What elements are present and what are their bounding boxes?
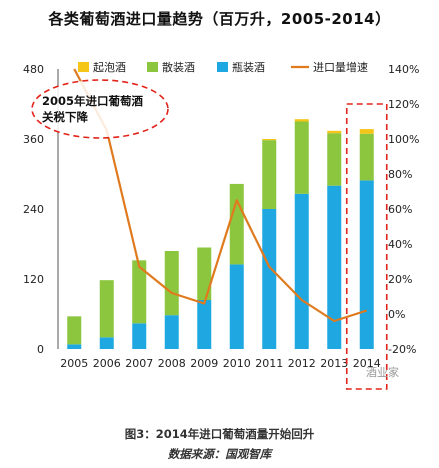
- y-right-tick-label: 20%: [388, 273, 412, 286]
- watermark: 酒业家: [366, 366, 399, 379]
- bar-sparkling-2014: [359, 129, 374, 134]
- legend-swatch: [147, 62, 158, 72]
- x-tick-label: 2014: [353, 357, 381, 370]
- highlight-2014-box: [345, 103, 388, 390]
- chart-title: 各类葡萄酒进口量趋势（百万升，2005-2014）: [48, 10, 391, 28]
- bar-bottled-2006: [99, 337, 114, 349]
- y-right-tick-label: 80%: [388, 168, 412, 181]
- y-right-tick-label: 120%: [388, 98, 419, 111]
- bar-bottled-2012: [294, 193, 309, 349]
- y-left-tick-label: 0: [37, 343, 44, 356]
- growth-rate-line: [73, 68, 368, 323]
- bar-bottled-2007: [132, 323, 147, 349]
- x-tick-label: 2013: [320, 357, 348, 370]
- bar-bottled-2011: [262, 209, 277, 349]
- bar-bottled-2014: [359, 180, 374, 349]
- y-right-tick-label: 40%: [388, 238, 412, 251]
- y-right-tick-label: -20%: [388, 343, 416, 356]
- x-tick-label: 2008: [158, 357, 186, 370]
- x-tick-label: 2005: [60, 357, 88, 370]
- bar-bulk-2011: [262, 140, 277, 209]
- y-left-tick-label: 240: [23, 203, 44, 216]
- annotation-text: 关税下降: [42, 110, 88, 124]
- legend-label: 瓶装酒: [232, 60, 265, 74]
- x-tick-label: 2009: [190, 357, 218, 370]
- legend-swatch: [78, 62, 89, 72]
- y-left-tick-label: 120: [23, 273, 44, 286]
- legend-label: 散装酒: [162, 60, 195, 74]
- y-right-tick-label: 60%: [388, 203, 412, 216]
- bar-bulk-2007: [132, 260, 147, 324]
- x-tick-label: 2006: [93, 357, 121, 370]
- bar-bulk-2012: [294, 121, 309, 194]
- legend-swatch: [217, 62, 228, 72]
- x-tick-label: 2012: [288, 357, 316, 370]
- figure-caption: 图3：2014年进口葡萄酒量开始回升: [124, 427, 315, 441]
- bar-bottled-2009: [197, 300, 212, 349]
- legend-label: 进口量增速: [313, 60, 368, 74]
- bar-bottled-2010: [229, 264, 244, 349]
- bar-bulk-2005: [67, 316, 82, 345]
- y-right-tick-label: 0%: [388, 308, 405, 321]
- bar-bulk-2006: [99, 280, 114, 338]
- bar-bulk-2008: [164, 251, 179, 316]
- y-left-tick-label: 360: [23, 133, 44, 146]
- bar-sparkling-2013: [327, 130, 342, 134]
- bar-bottled-2013: [327, 185, 342, 349]
- data-source: 数据来源：国观智库: [167, 447, 272, 461]
- y-left-tick-label: 480: [23, 63, 44, 76]
- legend-label: 起泡酒: [93, 60, 126, 74]
- y-right-tick-label: 100%: [388, 133, 419, 146]
- x-tick-label: 2007: [125, 357, 153, 370]
- bar-sparkling-2011: [262, 139, 277, 141]
- x-tick-label: 2011: [255, 357, 283, 370]
- annotation-text: 2005年进口葡萄酒: [42, 94, 144, 108]
- bar-sparkling-2012: [294, 119, 309, 122]
- bar-bottled-2008: [164, 315, 179, 349]
- bar-bottled-2005: [67, 344, 82, 349]
- annotation-ellipse: [31, 79, 169, 139]
- bar-bulk-2013: [327, 133, 342, 186]
- bar-bulk-2014: [359, 133, 374, 181]
- x-tick-label: 2010: [223, 357, 251, 370]
- y-right-tick-label: 140%: [388, 63, 419, 76]
- bar-bulk-2010: [229, 183, 244, 265]
- bar-bulk-2009: [197, 247, 212, 300]
